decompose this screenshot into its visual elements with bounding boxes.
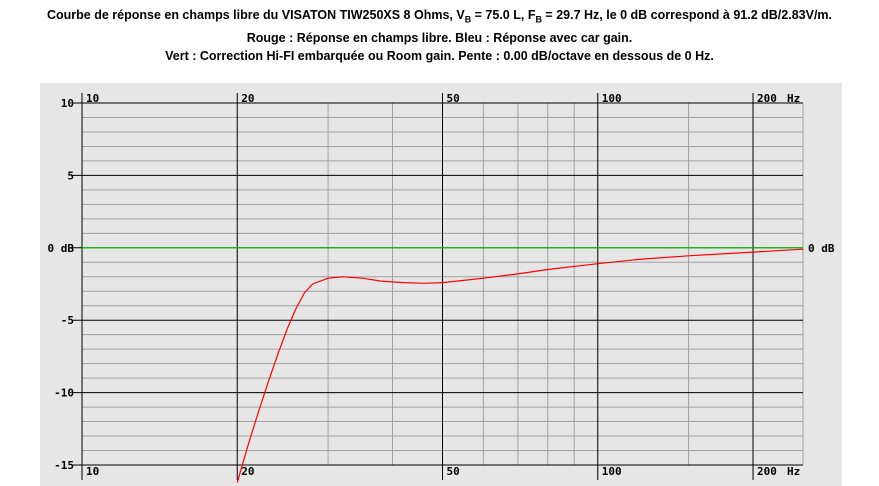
x-tick-label-bottom: 20 (241, 465, 254, 478)
y-tick-label: 10 (61, 97, 74, 110)
x-tick-label-top: 100 (602, 92, 622, 105)
x-tick-label-bottom: 50 (447, 465, 460, 478)
title-line-1-text: Courbe de réponse en champs libre du VIS… (46, 8, 465, 22)
x-tick-label-top: 50 (447, 92, 460, 105)
chart-title: Courbe de réponse en champs libre du VIS… (0, 6, 879, 65)
title-line-2: Rouge : Réponse en champs libre. Bleu : … (246, 30, 633, 45)
x-tick-label-bottom: 10 (86, 465, 99, 478)
plot-background (40, 83, 842, 486)
y-tick-label: -5 (61, 314, 74, 327)
x-tick-label-bottom: 200 (757, 465, 777, 478)
title-subscript-fb: B (535, 14, 542, 25)
x-unit-label-top: Hz (787, 92, 800, 105)
red-response-curve (236, 248, 804, 483)
title-line-1-volume: = 75.0 L, F (471, 8, 536, 22)
y-tick-label: -15 (54, 459, 74, 472)
title-subscript-vb: B (464, 14, 472, 25)
y-tick-label: 0 dB (48, 242, 75, 255)
x-tick-label-top: 200 (757, 92, 777, 105)
title-line-1: Courbe de réponse en champs libre du VIS… (0, 6, 879, 29)
title-line-1-tuning: = 29.7 Hz, le 0 dB correspond à 91.2 dB/… (541, 8, 833, 22)
x-tick-label-top: 10 (86, 92, 99, 105)
x-tick-label-bottom: 100 (602, 465, 622, 478)
title-line-3: Vert : Correction Hi-FI embarquée ou Roo… (165, 48, 714, 63)
y-tick-label: 5 (67, 169, 74, 182)
x-unit-label-bottom: Hz (787, 465, 800, 478)
right-zero-db-label: 0 dB (808, 242, 835, 255)
x-tick-label-top: 20 (241, 92, 254, 105)
y-tick-label: -10 (54, 387, 74, 400)
